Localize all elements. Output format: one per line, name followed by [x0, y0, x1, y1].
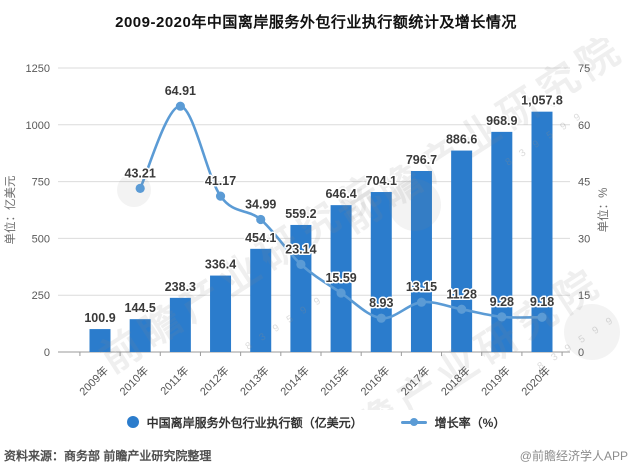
watermark-text: 前瞻产业研究院	[333, 38, 632, 242]
growth-point-2014年[interactable]	[296, 259, 306, 269]
growth-point-2011年[interactable]	[175, 101, 185, 111]
growth-point-2010年[interactable]	[135, 183, 145, 193]
bar-value-label: 559.2	[285, 207, 316, 221]
right-axis-tick-label: 0	[578, 347, 584, 359]
bar-2011年[interactable]	[169, 297, 191, 352]
growth-value-label: 41.17	[205, 174, 236, 188]
right-axis-title: 单位：%	[596, 188, 610, 233]
bar-2018年[interactable]	[451, 150, 473, 352]
bar-2012年[interactable]	[210, 275, 232, 352]
x-axis-label-2014年: 2014年	[277, 363, 312, 398]
bar-value-label: 238.3	[165, 280, 196, 294]
bar-2013年[interactable]	[250, 248, 272, 352]
growth-rate-line	[138, 104, 544, 320]
growth-point-2020年[interactable]	[537, 312, 547, 322]
growth-value-label: 64.91	[165, 84, 196, 98]
legend-line-label: 增长率（%）	[434, 415, 506, 430]
growth-point-2017年[interactable]	[416, 297, 427, 307]
chart-canvas: 0 250 500 750 1000 1250 0 15 30 45 60 75 单位：亿美元 单位：%前…	[3, 38, 632, 410]
legend-item-execution-amount[interactable]: 中国离岸服务外包行业执行额（亿美元）	[126, 414, 363, 431]
bar-2015年[interactable]	[330, 205, 352, 352]
line-series-dot-icon	[409, 418, 418, 426]
bar-value-label: 100.9	[84, 311, 115, 325]
growth-value-label: 34.99	[245, 198, 276, 212]
x-axis-label-2012年: 2012年	[197, 363, 232, 398]
bar-value-label: 968.9	[486, 114, 517, 128]
x-axis-label-2009年: 2009年	[76, 363, 111, 398]
line-series-marker-icon	[400, 418, 427, 426]
bar-2016年[interactable]	[370, 192, 392, 352]
right-axis-tick-label: 45	[578, 177, 590, 189]
right-axis-tick-label: 60	[578, 120, 590, 132]
legend-item-growth-rate[interactable]: 增长率（%）	[400, 414, 506, 431]
credit-text: @前瞻经济学人APP	[519, 449, 628, 463]
growth-point-2012年[interactable]	[215, 191, 226, 201]
left-axis-title: 单位：亿美元	[3, 175, 17, 244]
x-axis-label-2015年: 2015年	[317, 363, 352, 398]
left-axis-tick-label: 750	[32, 177, 50, 189]
bar-value-label: 796.7	[406, 153, 437, 167]
bar-value-label: 144.5	[125, 301, 156, 315]
chart-title: 2009-2020年中国离岸服务外包行业执行额统计及增长情况	[115, 14, 517, 31]
left-axis-tick-label: 1250	[26, 63, 50, 75]
legend-bar-label: 中国离岸服务外包行业执行额（亿美元）	[146, 415, 363, 430]
bar-2019年[interactable]	[491, 131, 513, 352]
growth-point-2015年[interactable]	[336, 288, 346, 298]
data-source-text: 资料来源：商务部 前瞻产业研究院整理	[4, 449, 212, 463]
growth-value-label: 43.21	[125, 166, 156, 180]
x-axis-label-2013年: 2013年	[237, 363, 272, 398]
x-axis-label-2020年: 2020年	[518, 363, 553, 398]
growth-value-label: 23.14	[285, 242, 316, 256]
watermark-logo-icon	[389, 179, 441, 231]
growth-value-label: 11.28	[446, 287, 477, 301]
bar-value-label: 336.4	[205, 258, 236, 272]
bar-2010年[interactable]	[129, 319, 151, 352]
growth-value-label: 8.93	[369, 296, 393, 310]
bar-value-label: 454.1	[245, 231, 276, 245]
legend: 中国离岸服务外包行业执行额（亿美元） 增长率（%）	[0, 411, 632, 433]
growth-value-label: 15.59	[325, 271, 356, 285]
growth-point-2016年[interactable]	[376, 313, 386, 323]
x-axis-label-2011年: 2011年	[157, 363, 191, 397]
right-axis-tick-label: 15	[578, 290, 590, 302]
bar-2020年[interactable]	[531, 111, 553, 352]
left-axis-tick-label: 1000	[26, 120, 50, 132]
bar-value-label: 704.1	[366, 174, 397, 188]
growth-point-2013年[interactable]	[256, 214, 266, 225]
bar-2009年[interactable]	[89, 329, 111, 352]
growth-value-label: 9.18	[530, 295, 554, 309]
bar-value-label: 646.4	[325, 187, 356, 201]
growth-value-label: 9.28	[490, 295, 514, 309]
bar-series-marker-icon	[126, 416, 139, 428]
left-axis-tick-label: 500	[32, 233, 50, 245]
watermark-logo-icon	[564, 304, 620, 360]
left-axis-tick-label: 0	[44, 347, 50, 359]
left-axis-tick-label: 250	[32, 290, 50, 302]
bar-value-label: 1,057.8	[521, 94, 563, 108]
growth-point-2018年[interactable]	[457, 304, 467, 314]
right-axis-tick-label: 75	[578, 63, 590, 75]
footer: 资料来源：商务部 前瞻产业研究院整理 @前瞻经济学人APP	[0, 447, 632, 464]
right-axis-tick-label: 30	[578, 233, 590, 245]
bar-value-label: 886.6	[446, 133, 477, 147]
watermark-logo-icon	[117, 173, 151, 207]
growth-value-label: 13.15	[406, 280, 437, 294]
bar-2017年[interactable]	[410, 170, 432, 352]
bar-2014年[interactable]	[290, 224, 312, 352]
growth-point-2019年[interactable]	[497, 312, 507, 322]
